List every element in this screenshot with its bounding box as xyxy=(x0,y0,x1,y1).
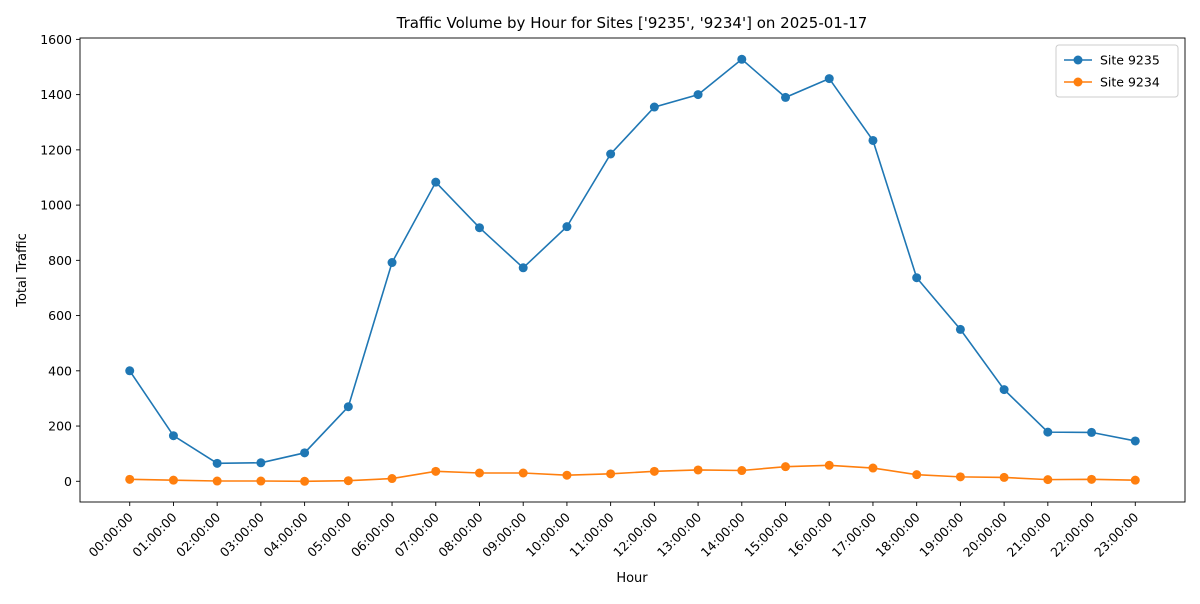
chart-title: Traffic Volume by Hour for Sites ['9235'… xyxy=(396,14,868,32)
x-tick-label: 03:00:00 xyxy=(217,509,267,559)
y-tick-label: 1200 xyxy=(40,142,72,157)
series-2-point xyxy=(1130,475,1140,485)
series-1-point xyxy=(606,149,616,159)
series-1-point xyxy=(125,366,135,376)
series-2-point xyxy=(824,460,834,470)
legend: Site 9235 Site 9234 xyxy=(1055,44,1179,98)
series-1-point xyxy=(212,458,222,468)
series-1-point xyxy=(999,385,1009,395)
y-tick-label: 0 xyxy=(64,474,72,489)
series-2-point xyxy=(431,466,441,476)
x-tick-label: 17:00:00 xyxy=(829,509,879,559)
x-tick-label: 20:00:00 xyxy=(960,509,1010,559)
series-2-point xyxy=(999,472,1009,482)
series-2-point xyxy=(737,466,747,476)
series-1-point xyxy=(955,324,965,334)
x-tick-label: 18:00:00 xyxy=(872,509,922,559)
y-tick-label: 1000 xyxy=(40,198,72,213)
x-axis-label: Hour xyxy=(616,571,648,586)
series-1-point xyxy=(912,273,922,283)
x-tick-label: 14:00:00 xyxy=(698,509,748,559)
series-2-point xyxy=(606,469,616,479)
series-2-point xyxy=(1043,475,1053,485)
x-tick-label: 09:00:00 xyxy=(479,509,529,559)
series-2-point xyxy=(125,474,135,484)
series-2-point xyxy=(256,476,266,486)
series-1-point xyxy=(431,177,441,187)
series-2-point xyxy=(781,462,791,472)
series-1-point xyxy=(387,258,397,268)
x-tick-label: 16:00:00 xyxy=(785,509,835,559)
x-tick-label: 21:00:00 xyxy=(1004,509,1054,559)
series-1-point xyxy=(474,223,484,233)
x-tick-label: 12:00:00 xyxy=(610,509,660,559)
series-1-point xyxy=(562,222,572,232)
series-2-point xyxy=(474,468,484,478)
series-1-point xyxy=(868,135,878,145)
x-tick-label: 02:00:00 xyxy=(173,509,223,559)
x-tick-label: 22:00:00 xyxy=(1047,509,1097,559)
series-1-point xyxy=(649,102,659,112)
series-2-point xyxy=(343,476,353,486)
series-line-1 xyxy=(129,58,1136,465)
series-1-point xyxy=(343,402,353,412)
series-1-point xyxy=(256,458,266,468)
series-2-point xyxy=(912,470,922,480)
series-1-point xyxy=(1043,427,1053,437)
legend-marker xyxy=(1073,77,1083,87)
series-1-point xyxy=(693,90,703,100)
series-1-point xyxy=(824,74,834,84)
x-tick-label: 04:00:00 xyxy=(260,509,310,559)
series-1-point xyxy=(737,54,747,64)
y-tick-label: 1400 xyxy=(40,87,72,102)
y-tick-label: 1600 xyxy=(40,32,72,47)
series-1-point xyxy=(1087,427,1097,437)
series-2-point xyxy=(868,463,878,473)
series-2-point xyxy=(300,476,310,486)
x-tick-label: 07:00:00 xyxy=(392,509,442,559)
series-1-point xyxy=(1130,436,1140,446)
x-tick-label: 13:00:00 xyxy=(654,509,704,559)
x-tick-label: 01:00:00 xyxy=(129,509,179,559)
x-tick-label: 19:00:00 xyxy=(916,509,966,559)
y-tick-label: 600 xyxy=(48,308,72,323)
legend-label: Site 9235 xyxy=(1100,53,1160,68)
series-1-point xyxy=(518,263,528,273)
x-tick-label: 00:00:00 xyxy=(86,509,136,559)
legend-box xyxy=(1055,44,1179,98)
y-tick-label: 400 xyxy=(48,363,72,378)
series-2-point xyxy=(518,468,528,478)
series-2-point xyxy=(212,476,222,486)
x-tick-label: 10:00:00 xyxy=(523,509,573,559)
x-tick-label: 06:00:00 xyxy=(348,509,398,559)
x-tick-label: 23:00:00 xyxy=(1091,509,1141,559)
series-line-2 xyxy=(129,464,1136,483)
x-tick-label: 05:00:00 xyxy=(304,509,354,559)
series-1-point xyxy=(781,92,791,102)
legend-label: Site 9234 xyxy=(1100,75,1160,90)
plot-frame xyxy=(79,37,1186,503)
x-tick-label: 15:00:00 xyxy=(741,509,791,559)
y-axis-label: Total Traffic xyxy=(15,233,30,308)
series-1-point xyxy=(168,431,178,441)
series-2-point xyxy=(562,470,572,480)
y-tick-label: 800 xyxy=(48,253,72,268)
x-tick-label: 11:00:00 xyxy=(566,509,616,559)
y-tick-label: 200 xyxy=(48,419,72,434)
series-2-point xyxy=(693,465,703,475)
legend-marker xyxy=(1073,55,1083,65)
series-1-point xyxy=(300,448,310,458)
series-2-point xyxy=(387,474,397,484)
series-2-point xyxy=(1087,474,1097,484)
series-2-point xyxy=(955,472,965,482)
x-tick-label: 08:00:00 xyxy=(435,509,485,559)
series-2-point xyxy=(168,475,178,485)
series-2-point xyxy=(649,466,659,476)
